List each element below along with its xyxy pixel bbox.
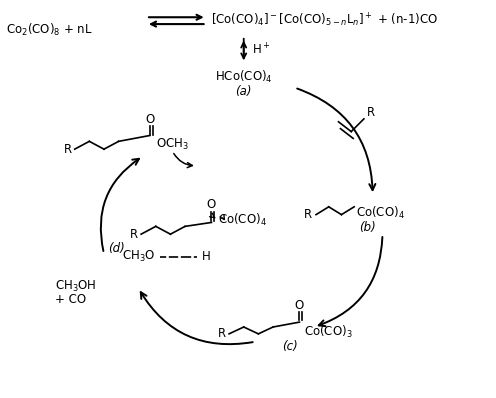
Text: O: O xyxy=(295,299,304,312)
Text: CH$_3$OH: CH$_3$OH xyxy=(55,279,97,293)
Text: R: R xyxy=(304,208,312,221)
Text: Co(CO)$_4$: Co(CO)$_4$ xyxy=(356,205,405,221)
Text: R: R xyxy=(63,142,72,156)
Text: [Co(CO)$_4$]$^-$[Co(CO)$_{5-n}$L$_n$]$^+$ + (n-1)CO: [Co(CO)$_4$]$^-$[Co(CO)$_{5-n}$L$_n$]$^+… xyxy=(210,12,437,29)
Text: (a): (a) xyxy=(236,85,252,98)
Text: O: O xyxy=(207,198,216,211)
Text: CH$_3$O: CH$_3$O xyxy=(123,249,156,264)
Text: (d): (d) xyxy=(108,242,125,256)
Text: HCo(CO)$_4$: HCo(CO)$_4$ xyxy=(215,69,273,85)
Text: O: O xyxy=(145,113,155,126)
Text: R: R xyxy=(367,105,375,119)
Text: Co$_2$(CO)$_8$ + nL: Co$_2$(CO)$_8$ + nL xyxy=(6,22,93,38)
Text: H: H xyxy=(202,250,210,263)
Text: + CO: + CO xyxy=(55,293,86,306)
Text: R: R xyxy=(218,327,226,340)
Text: Co(CO)$_3$: Co(CO)$_3$ xyxy=(305,324,353,340)
Text: (c): (c) xyxy=(282,340,298,353)
Text: R: R xyxy=(130,228,138,241)
Text: H$^+$: H$^+$ xyxy=(251,42,270,57)
Text: (b): (b) xyxy=(360,221,376,234)
Text: OCH$_3$: OCH$_3$ xyxy=(156,137,188,152)
Text: Co(CO)$_4$: Co(CO)$_4$ xyxy=(218,211,267,228)
